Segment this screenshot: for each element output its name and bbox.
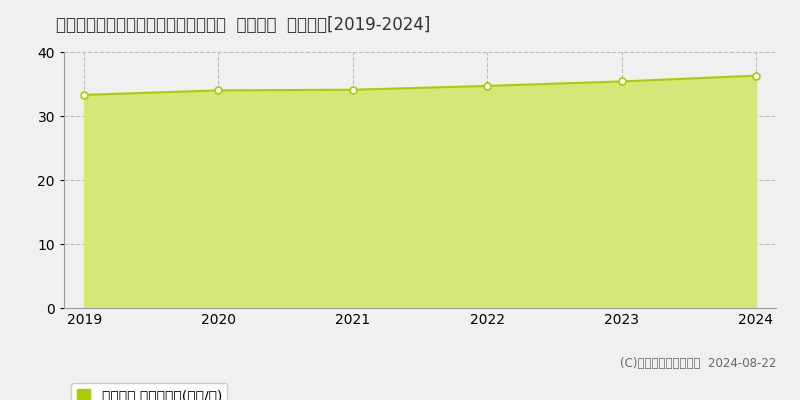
Point bbox=[615, 78, 628, 85]
Point bbox=[750, 72, 762, 79]
Text: (C)土地価格ドットコム  2024-08-22: (C)土地価格ドットコム 2024-08-22 bbox=[620, 357, 776, 370]
Point bbox=[346, 86, 359, 93]
Legend: 地価公示 平均坪単価(万円/坪): 地価公示 平均坪単価(万円/坪) bbox=[71, 384, 227, 400]
Text: 栃木県宇都宮市城東２丁目２６番３外  地価公示  地価推移[2019-2024]: 栃木県宇都宮市城東２丁目２６番３外 地価公示 地価推移[2019-2024] bbox=[56, 16, 430, 34]
Point bbox=[78, 92, 90, 98]
Point bbox=[481, 83, 494, 89]
Point bbox=[212, 87, 225, 94]
